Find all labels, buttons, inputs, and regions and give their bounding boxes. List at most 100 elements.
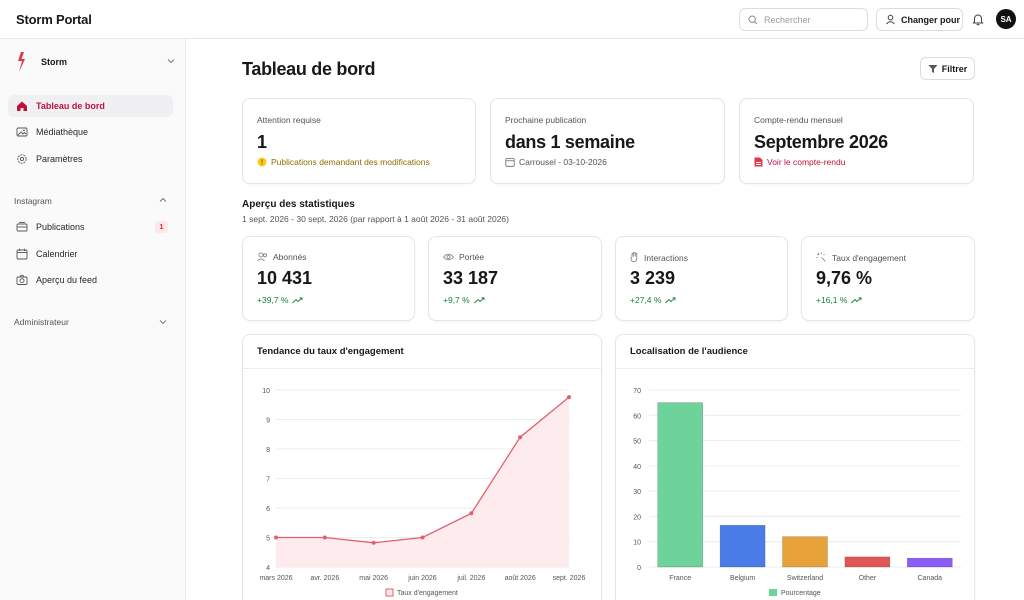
chart-title: Localisation de l'audience (630, 346, 748, 357)
sidebar-item-label: Publications (36, 222, 85, 232)
x-tick-label: juil. 2026 (456, 575, 485, 582)
section-instagram: Instagram (14, 196, 52, 206)
stats-title: Aperçu des statistiques (242, 199, 355, 210)
page-title: Tableau de bord (242, 59, 376, 79)
workspace-switcher[interactable]: Storm (14, 51, 176, 73)
card-sub: Carrousel - 03-10-2026 (505, 157, 607, 167)
data-point (469, 511, 474, 516)
data-point (322, 535, 327, 540)
search-icon (748, 14, 758, 24)
camera-icon (15, 274, 28, 287)
chevron-down-icon (167, 59, 175, 64)
switch-account-button[interactable]: Changer pour (876, 8, 963, 31)
bar (782, 536, 828, 568)
bar (906, 557, 953, 568)
y-tick-label: 4 (266, 565, 270, 572)
stat-label: Abonnés (257, 252, 307, 262)
card-label: Prochaine publication (505, 115, 587, 125)
sidebar-item-label: Calendrier (36, 249, 78, 259)
stat-delta: +39,7 % (257, 295, 303, 305)
sidebar-item-settings[interactable]: Paramètres (8, 148, 173, 170)
y-tick-label: 50 (633, 439, 641, 446)
stat-label-text: Interactions (644, 252, 688, 263)
stat-label: Taux d'engagement (816, 252, 906, 263)
engagement-trend-card: Tendance du taux d'engagement 4 5 6 7 8 9 10 ma… (242, 334, 602, 600)
avatar[interactable]: SA (996, 9, 1016, 29)
y-tick-label: 9 (266, 418, 270, 425)
next-publication-card[interactable]: Prochaine publication dans 1 semaine Car… (490, 98, 725, 184)
gear-icon (15, 153, 28, 166)
warning-icon (257, 157, 267, 167)
search-box[interactable] (739, 8, 868, 31)
pdf-file-icon (754, 157, 763, 167)
series-area (276, 397, 569, 567)
bell-icon[interactable] (971, 12, 985, 26)
stat-delta-text: +9,7 % (443, 295, 470, 305)
view-report-link[interactable]: Voir le compte-rendu (767, 157, 846, 167)
home-icon (15, 100, 28, 113)
stat-delta: +9,7 % (443, 295, 485, 305)
data-point (567, 395, 571, 400)
filter-button[interactable]: Filtrer (920, 57, 975, 80)
y-tick-label: 10 (633, 540, 641, 547)
section-admin: Administrateur (14, 317, 69, 327)
y-tick-label: 6 (266, 506, 270, 513)
stat-value: 33 187 (443, 268, 499, 288)
sidebar-item-dashboard[interactable]: Tableau de bord (8, 95, 173, 117)
x-tick-label: mars 2026 (259, 575, 292, 582)
filter-icon (928, 64, 938, 73)
x-tick-label: avr. 2026 (310, 575, 339, 582)
stat-value: 9,76 % (816, 268, 873, 288)
y-tick-label: 0 (637, 565, 641, 572)
y-tick-label: 5 (266, 536, 270, 543)
sidebar-item-label: Médiathèque (36, 127, 89, 137)
sidebar-item-feed-preview[interactable]: Aperçu du feed (8, 269, 173, 291)
filter-label: Filtrer (941, 63, 968, 74)
x-tick-label: mai 2026 (359, 575, 388, 582)
legend-swatch (385, 588, 394, 597)
data-point (518, 435, 523, 440)
publications-count-badge: 1 (155, 221, 168, 233)
user-icon (886, 14, 895, 25)
y-tick-label: 10 (262, 388, 270, 395)
stat-delta: +27,4 % (630, 295, 676, 305)
chart-header: Localisation de l'audience (616, 335, 974, 369)
stat-card-reach: Portée 33 187 +9,7 % (428, 236, 602, 321)
search-input[interactable] (764, 14, 859, 25)
stat-value: 10 431 (257, 268, 313, 288)
image-icon (15, 126, 28, 139)
stat-label: Portée (443, 252, 484, 262)
y-tick-label: 8 (266, 447, 270, 454)
eye-icon (443, 253, 454, 261)
stat-card-interactions: Interactions 3 239 +27,4 % (615, 236, 788, 321)
stat-label-text: Abonnés (273, 252, 307, 262)
stat-delta-text: +27,4 % (630, 295, 662, 305)
attention-link[interactable]: Publications demandant des modifications (271, 157, 430, 167)
chart-title: Tendance du taux d'engagement (257, 346, 404, 357)
sidebar-item-media[interactable]: Médiathèque (8, 121, 173, 143)
users-icon (257, 252, 267, 262)
sidebar-item-calendar[interactable]: Calendrier (8, 243, 173, 265)
stat-label: Interactions (630, 252, 688, 263)
legend-label: Pourcentage (781, 590, 821, 597)
sidebar-item-label: Tableau de bord (36, 101, 105, 111)
monthly-report-card[interactable]: Compte-rendu mensuel Septembre 2026 Voir… (739, 98, 974, 184)
attention-card[interactable]: Attention requise 1 Publications demanda… (242, 98, 476, 184)
card-value: 1 (257, 132, 267, 152)
trend-up-icon (473, 296, 485, 303)
app-title: Storm Portal (16, 12, 92, 27)
chevron-up-icon[interactable] (158, 196, 168, 204)
stat-delta-text: +16,1 % (816, 295, 848, 305)
stat-delta: +16,1 % (816, 295, 862, 305)
y-tick-label: 40 (633, 464, 641, 471)
card-sub: Voir le compte-rendu (754, 157, 845, 167)
x-tick-label: Canada (918, 575, 943, 582)
stat-card-engagement-rate: Taux d'engagement 9,76 % +16,1 % (801, 236, 975, 321)
x-tick-label: Other (859, 575, 877, 582)
trend-up-icon (665, 296, 676, 303)
chevron-down-icon[interactable] (158, 318, 168, 326)
chart-header: Tendance du taux d'engagement (243, 335, 601, 369)
stat-card-followers: Abonnés 10 431 +39,7 % (242, 236, 415, 321)
sidebar-item-publications[interactable]: Publications 1 (8, 216, 173, 238)
audience-bar-chart: 0 10 20 30 40 50 60 70 France Belgium Switzerland O… (633, 388, 961, 597)
